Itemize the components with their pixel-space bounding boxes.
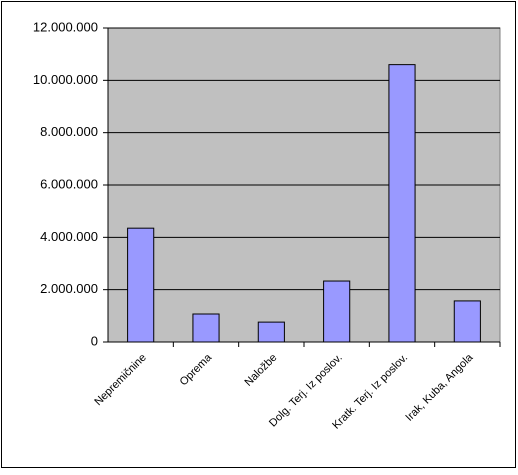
bar — [257, 321, 285, 343]
bar — [388, 64, 416, 343]
bar — [323, 280, 351, 343]
y-tick-label: 6.000.000 — [40, 176, 98, 191]
bar — [127, 227, 155, 343]
y-tick-label: 0 — [91, 333, 98, 348]
y-tick-label: 8.000.000 — [40, 124, 98, 139]
bar — [192, 313, 220, 343]
y-tick-label: 10.000.000 — [33, 72, 98, 87]
y-tick-label: 4.000.000 — [40, 229, 98, 244]
y-tick-label: 12.000.000 — [33, 19, 98, 34]
y-tick-label: 2.000.000 — [40, 281, 98, 296]
bar — [453, 300, 481, 343]
